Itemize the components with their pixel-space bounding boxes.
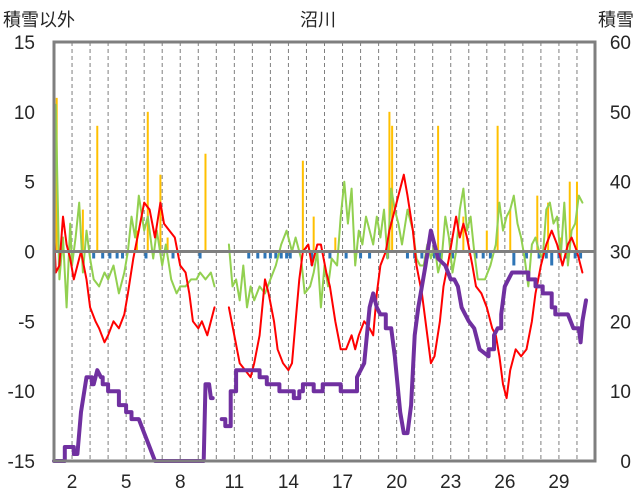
red_series-line <box>53 201 216 344</box>
x-tick-labels: 2 5 8 11 14 17 20 23 26 29 <box>67 472 570 493</box>
y-right-tick-label: 60 <box>610 33 631 54</box>
blue_bars-bar <box>550 251 554 266</box>
orange_bars-bar <box>496 125 499 252</box>
x-tick-label: 5 <box>121 472 132 493</box>
blue_bars-bar <box>438 251 442 259</box>
blue_bars-bar <box>310 251 314 266</box>
blue_bars-bar <box>433 251 437 259</box>
x-tick-label: 26 <box>494 472 515 493</box>
y-left-tick-labels: 15 10 5 0 -5 -10 -15 <box>8 33 35 473</box>
y-left-tick-label: -15 <box>8 452 35 473</box>
orange_bars-bar <box>81 209 84 252</box>
y-right-tick-label: 10 <box>610 382 631 403</box>
blue_bars-bar <box>359 251 363 259</box>
blue_bars-bar <box>474 251 478 259</box>
x-tick-label: 20 <box>386 472 407 493</box>
x-tick-label: 11 <box>224 472 244 493</box>
orange_bars-bar <box>96 125 99 252</box>
blue_bars-bar <box>544 251 548 259</box>
x-tick-label: 17 <box>332 472 353 493</box>
blue_bars-bar <box>537 251 541 259</box>
blue_bars-bar <box>288 251 292 259</box>
orange_bars-bar <box>204 153 207 252</box>
blue_bars-bar <box>274 251 278 259</box>
y-left-tick-label: -5 <box>18 312 35 333</box>
orange_bars-bar <box>536 195 539 252</box>
blue_bars-bar <box>524 251 528 259</box>
blue_bars-bar <box>121 251 125 259</box>
x-tick-label: 2 <box>67 472 78 493</box>
blue_bars-bar <box>279 251 283 259</box>
blue_bars-bar <box>512 251 516 266</box>
x-tick-label: 29 <box>548 472 569 493</box>
y-left-tick-label: 5 <box>24 173 35 194</box>
blue_bars-bar <box>328 251 332 259</box>
orange_bars-bar <box>485 230 488 252</box>
orange_bars-bar <box>462 216 465 252</box>
orange_bars-bar <box>334 237 337 252</box>
y-left-tick-label: 0 <box>24 243 35 264</box>
blue_bars-bar <box>101 251 105 259</box>
blue_bars-bar <box>108 251 112 259</box>
y-right-tick-label: 30 <box>610 243 631 264</box>
orange_bars-bar <box>388 111 391 252</box>
red_series-line <box>227 173 584 400</box>
blue_bars-bar <box>579 251 583 259</box>
blue_bars-bar <box>481 251 485 259</box>
y-left-tick-label: 15 <box>14 33 35 54</box>
y-left-axis-label: 積雪以外 <box>3 10 75 30</box>
y-left-tick-label: -10 <box>8 382 35 403</box>
blue_bars-bar <box>144 251 148 259</box>
chart-title: 沼川 <box>300 10 336 30</box>
x-tick-label: 8 <box>175 472 186 493</box>
blue_bars-bar <box>171 251 175 259</box>
blue_bars-bar <box>488 251 492 259</box>
y-left-tick-label: 10 <box>14 103 35 124</box>
y-right-tick-label: 20 <box>610 312 631 333</box>
orange_bars-bar <box>437 125 440 252</box>
blue_bars-bar <box>247 251 251 259</box>
orange_bars-bar <box>509 209 512 252</box>
blue_bars-bar <box>256 251 260 259</box>
orange_bars-bar <box>146 111 149 252</box>
blue_bars-bar <box>368 251 372 259</box>
red-line-series <box>53 173 584 400</box>
blue_bars-bar <box>420 251 424 259</box>
blue_bars-bar <box>405 251 409 259</box>
y-right-tick-label: 0 <box>620 452 631 473</box>
y-right-tick-label: 40 <box>610 173 631 194</box>
blue_bars-bar <box>268 251 272 259</box>
blue_bars-bar <box>263 251 267 259</box>
x-tick-label: 23 <box>440 472 461 493</box>
blue_bars-bar <box>92 251 96 259</box>
blue_bars-bar <box>573 251 577 259</box>
x-tick-label: 14 <box>278 472 300 493</box>
orange_bars-bar <box>568 181 571 252</box>
orange_bars-bar <box>547 202 550 252</box>
y-right-tick-label: 50 <box>610 103 631 124</box>
orange_bars-bar <box>312 216 315 252</box>
blue_bars-bar <box>198 251 202 259</box>
blue_bars-bar <box>285 251 289 259</box>
blue_bars-bar <box>344 251 348 259</box>
y-right-tick-labels: 60 50 40 30 20 10 0 <box>610 33 631 473</box>
orange_bars-bar <box>159 174 162 252</box>
blue_bars-bar <box>115 251 119 259</box>
plot-frame <box>52 40 597 463</box>
orange_bars-bar <box>301 160 304 252</box>
blue_bars-bar <box>451 251 455 259</box>
purple_series-line <box>219 228 588 436</box>
orange_bars-bar <box>166 237 169 252</box>
y-right-axis-label: 積雪 <box>598 10 634 30</box>
